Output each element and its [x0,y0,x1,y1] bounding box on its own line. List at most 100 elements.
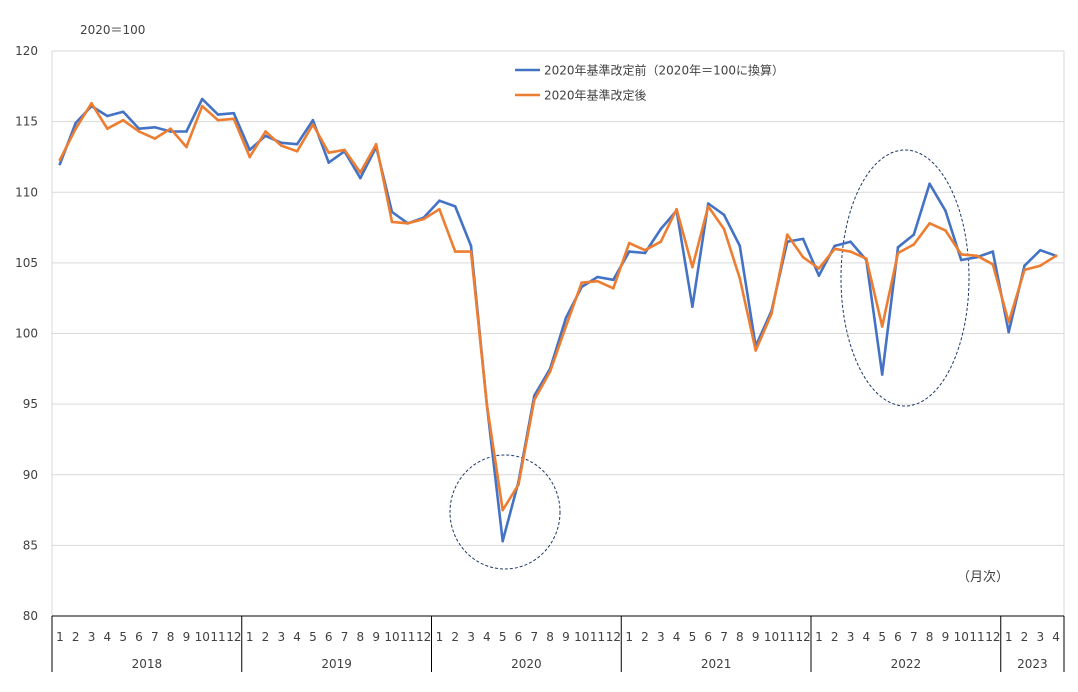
data-point [738,244,742,248]
data-point [564,316,568,320]
series-lines [58,97,1058,543]
data-point [1023,264,1026,268]
data-point [74,127,78,130]
x-tick-label: 2 [451,630,459,644]
data-point [849,240,852,243]
x-tick-label: 9 [942,630,950,644]
data-point [185,145,188,149]
data-point [232,111,236,115]
data-point [959,253,963,256]
x-tick-label: 6 [325,630,333,644]
year-label: 2021 [701,657,732,671]
x-tick-label: 10 [764,630,779,644]
x-tick-label: 8 [546,630,554,644]
data-point [833,244,837,248]
data-point [185,130,188,133]
x-tick-label: 1 [815,630,823,644]
data-point [612,287,615,290]
data-point [438,199,441,203]
data-point [959,258,963,262]
y-tick-label: 110 [15,185,38,199]
data-point [991,262,995,266]
data-point [817,267,821,270]
data-point [1023,268,1026,272]
data-point [738,277,742,280]
data-point [200,104,204,108]
x-tick-label: 7 [910,630,918,644]
data-point [469,250,473,253]
data-point [485,402,489,406]
data-point [200,97,204,101]
year-label: 2022 [891,657,922,671]
x-tick-label: 11 [590,630,605,644]
data-point [121,110,125,114]
data-point [532,398,536,402]
y-tick-label: 120 [15,44,38,58]
x-tick-label: 3 [1036,630,1044,644]
x-tick-label: 2 [262,630,270,644]
x-tick-label: 8 [357,630,365,644]
data-point [137,127,141,130]
data-point [406,222,410,225]
x-tick-label: 5 [689,630,697,644]
x-tick-label: 1 [625,630,633,644]
data-point [169,127,172,130]
data-point [153,125,157,129]
data-point [232,117,236,121]
data-point [106,114,109,118]
data-point [343,148,346,152]
data-point [880,325,884,328]
x-tick-label: 9 [562,630,570,644]
x-tick-label: 12 [606,630,621,644]
x-tick-label: 6 [894,630,902,644]
data-point [422,217,425,221]
x-tick-label: 11 [780,630,795,644]
x-tick-label: 2 [72,630,80,644]
data-point [944,229,947,232]
data-point [722,213,726,217]
y-tick-label: 115 [15,115,38,129]
data-point [248,148,251,152]
x-tick-label: 2 [641,630,649,644]
data-point [675,207,678,211]
data-point [106,127,109,130]
data-point [469,244,473,248]
x-tick-label: 4 [293,630,301,644]
covid-dip-callout-ellipse [449,454,561,570]
data-point [801,255,805,259]
legend-label-2: 2020年基準改定後 [544,88,647,103]
data-point [691,265,694,269]
data-point [264,134,267,138]
year-label: 2019 [321,657,352,671]
data-point [90,101,93,105]
data-point [1007,330,1010,334]
x-tick-label: 3 [847,630,855,644]
data-point [975,254,979,258]
data-point [912,233,916,236]
x-tick-label: 3 [277,630,285,644]
data-point [896,251,900,255]
data-point [627,250,631,253]
frequency-note: （月次） [957,569,1009,585]
data-point [311,123,315,126]
year-label: 2018 [132,657,163,671]
data-point [817,274,821,277]
series-points-2 [58,101,1058,512]
x-tick-label: 3 [88,630,96,644]
x-tick-label: 8 [926,630,934,644]
legend: 2020年基準改定前（2020年＝100に換算） 2020年基準改定後 [515,63,784,103]
x-tick-label: 6 [515,630,523,644]
x-tick-label: 3 [467,630,475,644]
data-point [295,142,299,146]
x-tick-label: 12 [226,630,241,644]
grid-lines [52,50,1064,546]
y-tick-label: 105 [15,256,38,270]
y-tick-label: 90 [23,468,38,482]
x-tick-label: 2 [831,630,839,644]
callouts [449,149,970,570]
x-tick-label: 4 [673,630,681,644]
series-line-1 [58,97,1058,543]
data-point [295,149,299,153]
data-point [1038,264,1042,268]
x-tick-label: 7 [341,630,349,644]
